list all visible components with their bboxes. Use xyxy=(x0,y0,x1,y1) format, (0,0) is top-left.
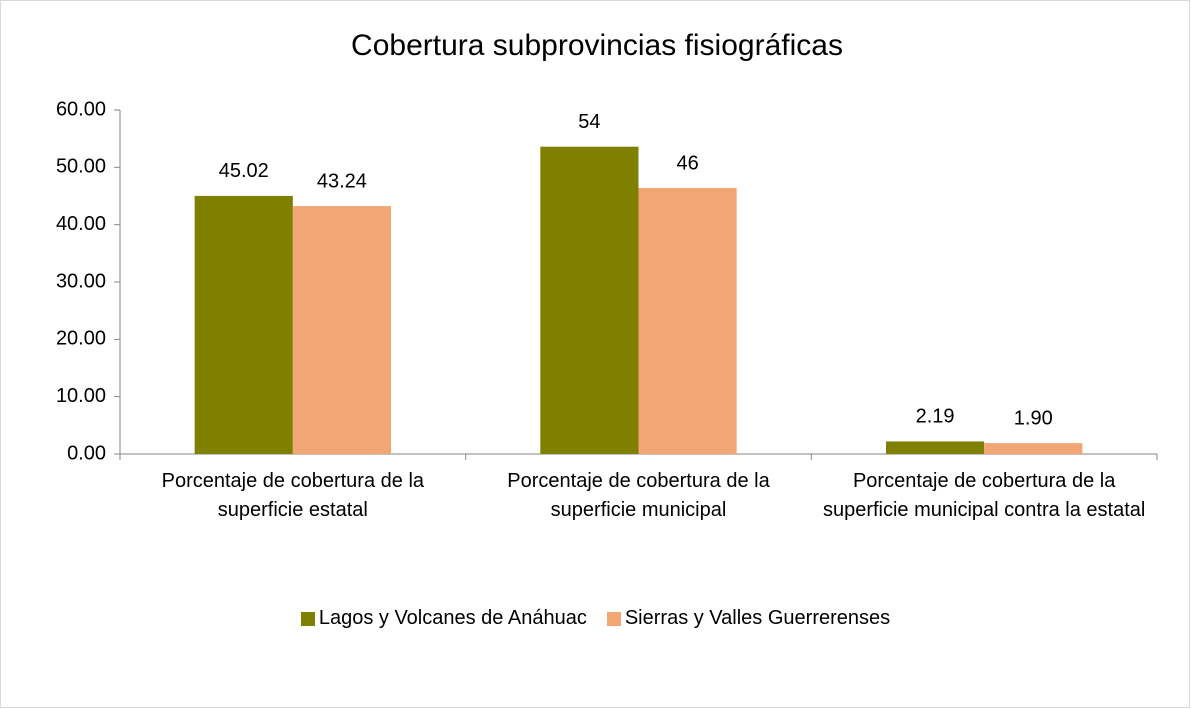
x-tick-label: Porcentaje de cobertura de la superficie… xyxy=(507,470,770,521)
bar xyxy=(292,206,392,454)
y-tick-label: 30.00 xyxy=(56,270,106,292)
chart-title: Cobertura subprovincias fisiográficas xyxy=(351,29,843,62)
bar xyxy=(194,195,293,455)
x-tick-label: Porcentaje de cobertura de la superficie… xyxy=(822,470,1146,521)
value-label: 54 xyxy=(578,111,600,133)
value-label: 1.90 xyxy=(1014,407,1053,429)
legend-label: Lagos y Volcanes de Anáhuac xyxy=(318,607,587,629)
value-label: 43.24 xyxy=(317,170,367,192)
x-tick-label: Porcentaje de cobertura de la superficie… xyxy=(161,470,425,521)
y-tick-label: 60.00 xyxy=(56,98,106,120)
legend-item: Sierras y Valles Guerrerenses xyxy=(606,607,891,630)
legend-label: Sierras y Valles Guerrerenses xyxy=(624,607,891,629)
bar xyxy=(638,187,737,454)
bar xyxy=(540,146,639,454)
legend: Lagos y Volcanes de Anáhuac Sierras y Val… xyxy=(0,607,1191,630)
y-tick-label: 50.00 xyxy=(56,156,106,178)
y-tick-label: 40.00 xyxy=(56,213,106,235)
legend-swatch xyxy=(606,611,621,626)
legend-swatch xyxy=(300,611,315,626)
bar xyxy=(885,441,985,454)
y-tick-label: 10.00 xyxy=(56,385,106,407)
bar xyxy=(984,443,1083,454)
value-label: 45.02 xyxy=(219,160,269,182)
y-tick-label: 20.00 xyxy=(56,328,106,350)
y-tick-label: 0.00 xyxy=(67,442,106,464)
value-label: 46 xyxy=(676,152,698,174)
legend-item: Lagos y Volcanes de Anáhuac xyxy=(300,607,587,630)
value-label: 2.19 xyxy=(916,406,955,428)
